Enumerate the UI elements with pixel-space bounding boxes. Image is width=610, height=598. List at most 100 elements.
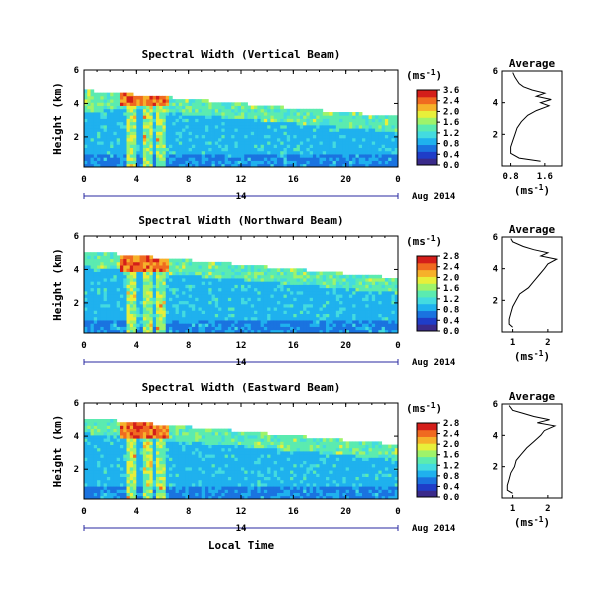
heatmap-cell xyxy=(123,297,127,302)
heatmap-cell xyxy=(283,268,288,272)
x-tick-label: 16 xyxy=(288,341,299,351)
heatmap-cell xyxy=(152,326,157,331)
heatmap-cell xyxy=(306,157,311,161)
heatmap-cell xyxy=(116,326,121,331)
average-y-tick-label: 6 xyxy=(493,233,498,243)
heatmap-cell xyxy=(123,147,127,152)
heatmap-cell xyxy=(110,457,114,461)
heatmap-cell xyxy=(283,108,288,113)
heatmap-cell xyxy=(365,326,369,331)
heatmap-cell xyxy=(129,115,134,119)
heatmap-cell xyxy=(312,290,317,295)
heatmap-cell xyxy=(388,307,392,311)
heatmap-cell xyxy=(227,316,232,321)
heatmap-cell xyxy=(211,316,216,321)
heatmap-cell xyxy=(87,438,91,442)
heatmap-cell xyxy=(254,329,258,334)
heatmap-cell xyxy=(116,141,121,145)
heatmap-cell xyxy=(126,310,131,314)
heatmap-cell xyxy=(133,287,137,292)
heatmap-cell xyxy=(123,163,127,168)
colorbar-tick-label: 2.8 xyxy=(443,252,459,262)
heatmap-cell xyxy=(123,316,127,321)
heatmap-cell xyxy=(322,329,327,334)
heatmap-cell xyxy=(169,102,173,106)
heatmap-cell xyxy=(126,294,131,298)
heatmap-cell xyxy=(391,278,396,282)
heatmap-cell xyxy=(84,425,88,429)
heatmap-cell xyxy=(195,492,199,497)
heatmap-cell xyxy=(185,303,190,308)
heatmap-cell xyxy=(165,160,170,165)
heatmap-cell xyxy=(267,121,271,126)
heatmap-cell xyxy=(326,115,330,119)
heatmap-cell xyxy=(303,281,307,285)
heatmap-cell xyxy=(260,105,265,110)
heatmap-cell xyxy=(231,284,235,289)
y-tick-label: 4 xyxy=(74,265,80,275)
heatmap-cell xyxy=(211,274,216,279)
heatmap-cell xyxy=(332,131,337,136)
heatmap-cell xyxy=(97,473,101,477)
heatmap-cell xyxy=(87,470,91,474)
heatmap-cell xyxy=(126,316,131,321)
heatmap-cell xyxy=(227,297,232,302)
heatmap-cell xyxy=(326,278,330,282)
heatmap-cell xyxy=(195,265,199,269)
heatmap-cell xyxy=(368,115,373,119)
heatmap-cell xyxy=(375,329,379,334)
heatmap-cell xyxy=(322,287,327,292)
heatmap-cell xyxy=(273,287,278,292)
heatmap-cell xyxy=(169,147,173,152)
heatmap-cell xyxy=(103,294,108,298)
heatmap-cell xyxy=(169,451,173,455)
heatmap-cell xyxy=(162,294,167,298)
heatmap-cell xyxy=(139,124,144,129)
heatmap-cell xyxy=(234,108,239,113)
heatmap-cell xyxy=(149,303,154,308)
heatmap-cell xyxy=(345,128,350,132)
heatmap-cell xyxy=(139,447,144,452)
heatmap-cell xyxy=(231,137,235,142)
heatmap-cell xyxy=(283,300,288,305)
heatmap-cell xyxy=(299,160,304,165)
heatmap-cell xyxy=(234,287,239,292)
heatmap-cell xyxy=(394,290,399,295)
heatmap-cell xyxy=(149,284,154,289)
heatmap-cell xyxy=(362,144,366,148)
heatmap-cell xyxy=(152,112,157,116)
heatmap-cell xyxy=(214,131,219,136)
heatmap-cell xyxy=(260,274,265,279)
heatmap-cell xyxy=(162,310,167,314)
heatmap-cell xyxy=(169,154,173,158)
heatmap-cell xyxy=(224,300,229,305)
heatmap-cell xyxy=(299,144,304,148)
heatmap-cell xyxy=(133,428,137,433)
heatmap-cell xyxy=(129,121,134,126)
heatmap-cell xyxy=(169,258,173,263)
heatmap-cell xyxy=(355,163,360,168)
heatmap-cell xyxy=(312,329,317,334)
heatmap-cell xyxy=(201,313,206,318)
heatmap-cell xyxy=(97,489,101,493)
heatmap-cell xyxy=(375,316,379,321)
heatmap-cell xyxy=(123,483,127,487)
heatmap-cell xyxy=(263,287,268,292)
heatmap-cell xyxy=(250,316,255,321)
heatmap-cell xyxy=(100,265,105,269)
heatmap-cell xyxy=(352,154,356,158)
heatmap-cell xyxy=(224,313,229,318)
heatmap-cell xyxy=(237,281,242,285)
heatmap-cell xyxy=(149,316,154,321)
heatmap-cell xyxy=(355,134,360,139)
heatmap-cell xyxy=(241,118,245,123)
heatmap-cell xyxy=(126,154,131,158)
heatmap-cell xyxy=(185,495,190,500)
heatmap-cell xyxy=(214,137,219,142)
heatmap-cell xyxy=(106,278,111,282)
heatmap-cell xyxy=(362,163,366,168)
heatmap-cell xyxy=(191,278,196,282)
heatmap-cell xyxy=(241,287,245,292)
heatmap-cell xyxy=(237,316,242,321)
heatmap-cell xyxy=(355,320,360,324)
